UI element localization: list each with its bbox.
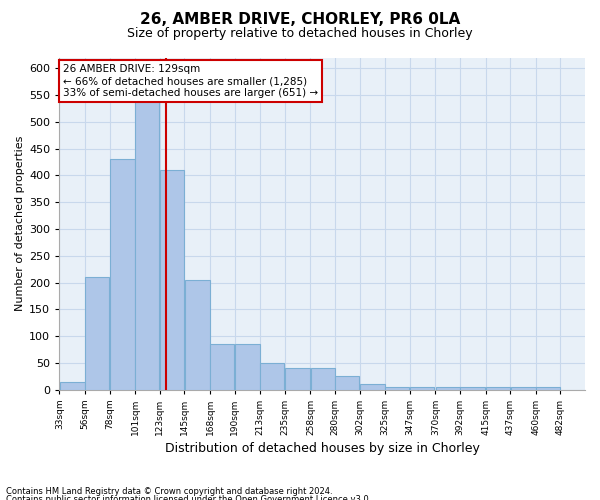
Bar [285, 368, 310, 390]
Y-axis label: Number of detached properties: Number of detached properties [15, 136, 25, 312]
Bar [110, 160, 135, 390]
Text: 26, AMBER DRIVE, CHORLEY, PR6 0LA: 26, AMBER DRIVE, CHORLEY, PR6 0LA [140, 12, 460, 28]
Bar [235, 344, 260, 390]
Bar [360, 384, 385, 390]
Text: Contains HM Land Registry data © Crown copyright and database right 2024.: Contains HM Land Registry data © Crown c… [6, 488, 332, 496]
Bar [185, 280, 210, 390]
Bar [311, 368, 335, 390]
Text: 26 AMBER DRIVE: 129sqm
← 66% of detached houses are smaller (1,285)
33% of semi-: 26 AMBER DRIVE: 129sqm ← 66% of detached… [62, 64, 318, 98]
Bar [486, 387, 510, 390]
Bar [59, 382, 85, 390]
Bar [385, 387, 409, 390]
Bar [210, 344, 234, 390]
Text: Size of property relative to detached houses in Chorley: Size of property relative to detached ho… [127, 28, 473, 40]
Bar [335, 376, 359, 390]
Bar [511, 387, 536, 390]
Bar [160, 170, 184, 390]
Text: Contains public sector information licensed under the Open Government Licence v3: Contains public sector information licen… [6, 495, 371, 500]
Bar [536, 387, 560, 390]
Bar [436, 387, 460, 390]
Bar [460, 387, 485, 390]
X-axis label: Distribution of detached houses by size in Chorley: Distribution of detached houses by size … [165, 442, 479, 455]
Bar [260, 363, 284, 390]
Bar [136, 100, 160, 390]
Bar [85, 277, 109, 390]
Bar [410, 387, 434, 390]
